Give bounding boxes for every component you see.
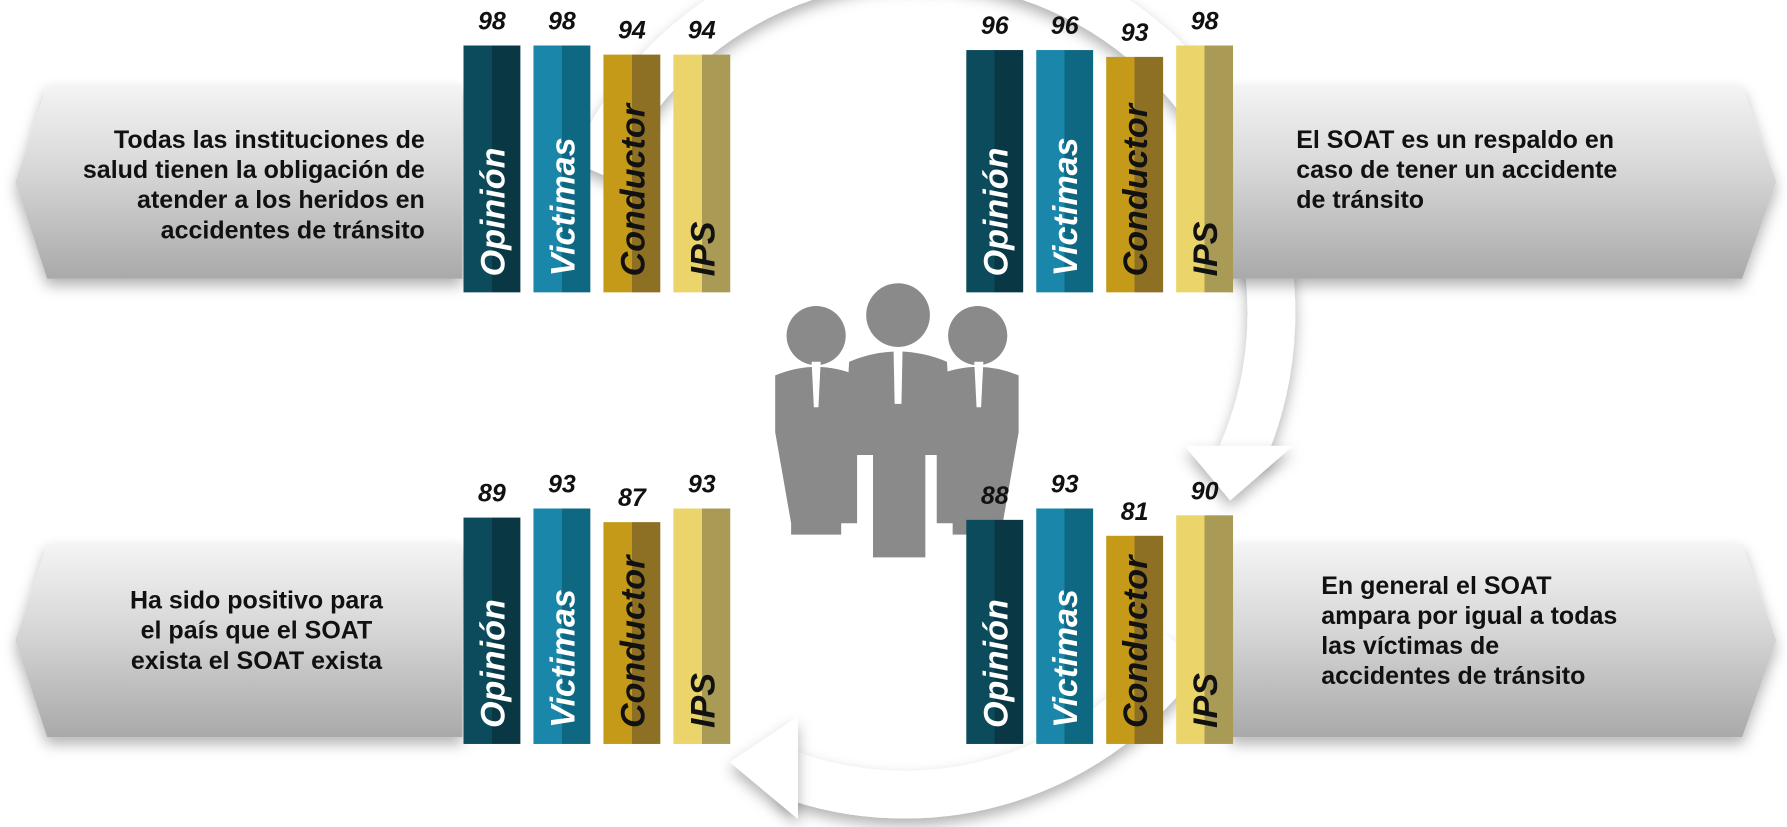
bar: [603, 522, 661, 744]
value-label: 93: [1051, 471, 1079, 499]
bar: [603, 54, 661, 293]
value-label: 96: [981, 12, 1010, 40]
value-label: 98: [478, 8, 506, 36]
statement-line: atender a los heridos en: [137, 186, 425, 214]
bar: [966, 519, 1024, 744]
bar-category-label: IPS: [1187, 673, 1225, 728]
bar: [1036, 508, 1094, 744]
bar: [1036, 50, 1094, 293]
statement-line: El SOAT es un respaldo en: [1296, 126, 1614, 154]
bar-category-label: IPS: [1187, 221, 1225, 276]
people-icon: [775, 283, 1019, 558]
bar: [1176, 45, 1234, 293]
arrow-head: [1184, 445, 1293, 501]
bar-category-label: Opinión: [474, 599, 512, 728]
bar: [533, 45, 591, 293]
bar-category-label: Victimas: [1047, 137, 1085, 276]
value-label: 96: [1051, 12, 1080, 40]
bar: [673, 54, 731, 293]
statement-line: salud tienen la obligación de: [83, 156, 425, 184]
bar-category-label: Opinión: [977, 599, 1015, 728]
bar: [533, 508, 591, 744]
banner: [1230, 543, 1777, 738]
bar: [1106, 535, 1164, 744]
value-label: 93: [1121, 19, 1149, 47]
value-label: 98: [1191, 8, 1219, 36]
bar-category-label: Victimas: [1047, 589, 1085, 728]
bar: [673, 508, 731, 744]
arrow-heads: [729, 445, 1293, 820]
banners: [15, 85, 1777, 738]
bar-category-label: IPS: [684, 221, 722, 276]
banner: [1230, 85, 1777, 279]
bar-category-label: Victimas: [544, 589, 582, 728]
statement-line: Ha sido positivo para: [130, 587, 384, 615]
value-label: 93: [548, 471, 576, 499]
value-label: 94: [688, 17, 716, 45]
bar-category-label: Opinión: [474, 148, 512, 277]
bar-category-label: Victimas: [544, 137, 582, 276]
value-label: 98: [548, 8, 576, 36]
statement-line: accidentes de tránsito: [161, 216, 425, 244]
value-label: 90: [1191, 477, 1219, 505]
arrow-arc: [571, 0, 1296, 465]
statement-line: En general el SOAT: [1321, 572, 1552, 600]
value-label: 87: [618, 484, 647, 512]
bar: [463, 517, 521, 744]
statement-line: caso de tener un accidente: [1296, 156, 1617, 184]
bar-category-label: Conductor: [1117, 554, 1155, 728]
value-label: 93: [688, 471, 716, 499]
value-label: 89: [478, 480, 506, 508]
statement-line: exista el SOAT exista: [131, 647, 383, 675]
statement-line: Todas las instituciones de: [114, 126, 425, 154]
bar: [966, 50, 1024, 293]
value-label: 81: [1121, 498, 1149, 526]
statement-line: accidentes de tránsito: [1321, 662, 1585, 690]
banner: [15, 543, 463, 738]
bar-category-label: Conductor: [1117, 102, 1155, 276]
bar-category-label: Opinión: [977, 148, 1015, 277]
statement-line: ampara por igual a todas: [1321, 602, 1617, 630]
value-label: 94: [618, 17, 646, 45]
arrow-head: [729, 716, 798, 820]
bar: [1106, 56, 1164, 293]
bar: [463, 45, 521, 293]
value-label: 88: [981, 482, 1009, 510]
statement-line: de tránsito: [1296, 186, 1424, 214]
banner: [15, 85, 463, 279]
bar: [1176, 515, 1234, 744]
statement-line: las víctimas de: [1321, 632, 1499, 660]
statement-line: el país que el SOAT: [141, 617, 373, 645]
bar-category-label: IPS: [684, 673, 722, 728]
bar-category-label: Conductor: [614, 102, 652, 276]
bar-category-label: Conductor: [614, 554, 652, 728]
